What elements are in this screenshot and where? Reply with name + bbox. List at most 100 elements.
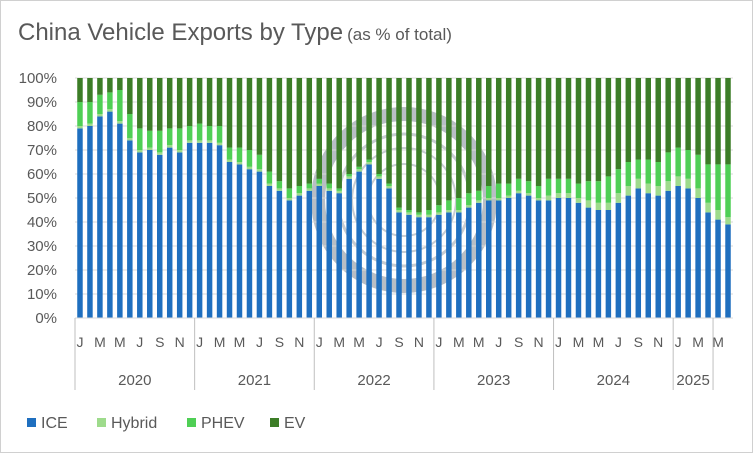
- bar-segment-ev: [446, 78, 452, 201]
- bar-segment-phev: [466, 193, 472, 206]
- x-month-label: J: [615, 334, 622, 350]
- bar-segment-phev: [266, 171, 273, 184]
- y-tick-label: 30%: [27, 238, 57, 255]
- bar-segment-phev: [495, 183, 502, 198]
- x-month-label: M: [94, 334, 106, 350]
- bar-segment-phev: [296, 186, 303, 194]
- bar-segment-phev: [226, 147, 233, 160]
- bar-segment-ice: [157, 154, 163, 318]
- bar-segment-ice: [137, 152, 143, 318]
- bar-segment-hybrid: [186, 140, 193, 143]
- bar-segment-hybrid: [296, 193, 303, 196]
- x-year-label: 2025: [676, 372, 709, 389]
- bar-segment-hybrid: [256, 169, 263, 172]
- x-month-label: M: [573, 334, 585, 350]
- bar-segment-ice: [515, 193, 522, 318]
- bar-segment-ev: [495, 78, 502, 184]
- x-month-label: S: [155, 334, 164, 350]
- x-month-label: N: [534, 334, 544, 350]
- bar-segment-hybrid: [645, 183, 651, 194]
- bar-segment-ev: [396, 78, 402, 208]
- x-month-label: J: [316, 334, 323, 350]
- bar-segment-hybrid: [515, 190, 522, 194]
- bar-segment-phev: [615, 169, 622, 194]
- bar-segment-ice: [147, 150, 153, 318]
- bar-segment-phev: [186, 126, 193, 141]
- bar-segment-ev: [466, 78, 472, 194]
- y-axis: 0% 10% 20% 30% 40% 50% 60% 70% 80% 90% 100%: [19, 70, 57, 327]
- x-year-label: 2020: [118, 372, 151, 389]
- bar-segment-ice: [476, 202, 482, 318]
- x-month-label: N: [294, 334, 304, 350]
- bar-segment-phev: [366, 159, 372, 162]
- bar-segment-hybrid: [386, 186, 392, 189]
- y-tick-label: 100%: [19, 70, 57, 87]
- bar-segment-ice: [605, 210, 612, 318]
- bar-segment-ice: [545, 200, 552, 318]
- bar-segment-hybrid: [685, 178, 691, 189]
- x-month-label: J: [256, 334, 263, 350]
- bar-segment-ice: [186, 142, 193, 318]
- bar-segment-hybrid: [356, 169, 362, 172]
- y-tick-label: 20%: [27, 262, 57, 279]
- bar-segment-phev: [346, 174, 352, 177]
- bar-segment-hybrid: [605, 202, 612, 210]
- bar-segment-hybrid: [336, 190, 342, 194]
- bar-segment-ice: [386, 188, 392, 318]
- bar-segment-phev: [505, 183, 512, 196]
- bar-segment-phev: [336, 188, 342, 191]
- bar-segment-ice: [705, 212, 711, 318]
- bar-segment-phev: [625, 162, 632, 186]
- bar-segment-phev: [206, 126, 213, 141]
- bar-segment-hybrid: [276, 188, 283, 191]
- bar-segment-ice: [196, 142, 203, 318]
- chart-title: China Vehicle Exports by Type (as % of to…: [18, 19, 452, 47]
- bar-segment-hybrid: [476, 200, 482, 203]
- bar-segment-ev: [87, 78, 93, 102]
- bar-segment-ev: [137, 78, 143, 129]
- bar-segment-ev: [575, 78, 582, 184]
- bar-segment-hybrid: [176, 150, 183, 153]
- chart-title-main: China Vehicle Exports by Type: [18, 19, 344, 46]
- bar-segment-hybrid: [525, 193, 532, 196]
- legend-label-hybrid: Hybrid: [111, 415, 157, 432]
- bar-segment-ice: [376, 178, 382, 318]
- bar-segment-hybrid: [147, 147, 153, 150]
- bar-segment-ice: [107, 111, 113, 318]
- bar-segment-ice: [446, 212, 452, 318]
- bar-segment-phev: [685, 150, 691, 179]
- bar-segment-phev: [555, 178, 562, 194]
- x-year-label: 2023: [477, 372, 510, 389]
- bar-segment-hybrid: [595, 202, 602, 210]
- bar-segment-ice: [306, 190, 313, 318]
- legend-label-ice: ICE: [41, 415, 68, 432]
- y-tick-label: 70%: [27, 142, 57, 159]
- bar-segment-ev: [645, 78, 651, 160]
- bar-segment-ev: [186, 78, 193, 126]
- bar-segment-hybrid: [216, 142, 223, 146]
- bar-segment-hybrid: [127, 138, 133, 141]
- bar-segment-hybrid: [196, 140, 203, 143]
- bar-segment-ice: [585, 207, 592, 318]
- bar-segment-ice: [645, 193, 651, 318]
- bar-segment-hybrid: [316, 183, 322, 186]
- x-month-label: J: [136, 334, 143, 350]
- bar-segment-ice: [675, 186, 681, 318]
- x-year-label: 2024: [597, 372, 630, 389]
- bar-segment-ice: [77, 128, 83, 318]
- bar-segment-ev: [625, 78, 632, 162]
- bar-segment-phev: [316, 178, 322, 184]
- bar-segment-ice: [535, 200, 542, 318]
- bar-segment-phev: [157, 130, 163, 153]
- bar-segment-phev: [545, 178, 552, 196]
- bar-segment-phev: [127, 114, 133, 138]
- bar-segment-hybrid: [675, 176, 681, 186]
- x-month-label: N: [414, 334, 424, 350]
- bar-segment-ev: [685, 78, 691, 150]
- x-month-label: M: [453, 334, 465, 350]
- bar-segment-ev: [456, 78, 462, 198]
- bar-segment-ev: [535, 78, 542, 186]
- bar-segment-phev: [645, 159, 651, 184]
